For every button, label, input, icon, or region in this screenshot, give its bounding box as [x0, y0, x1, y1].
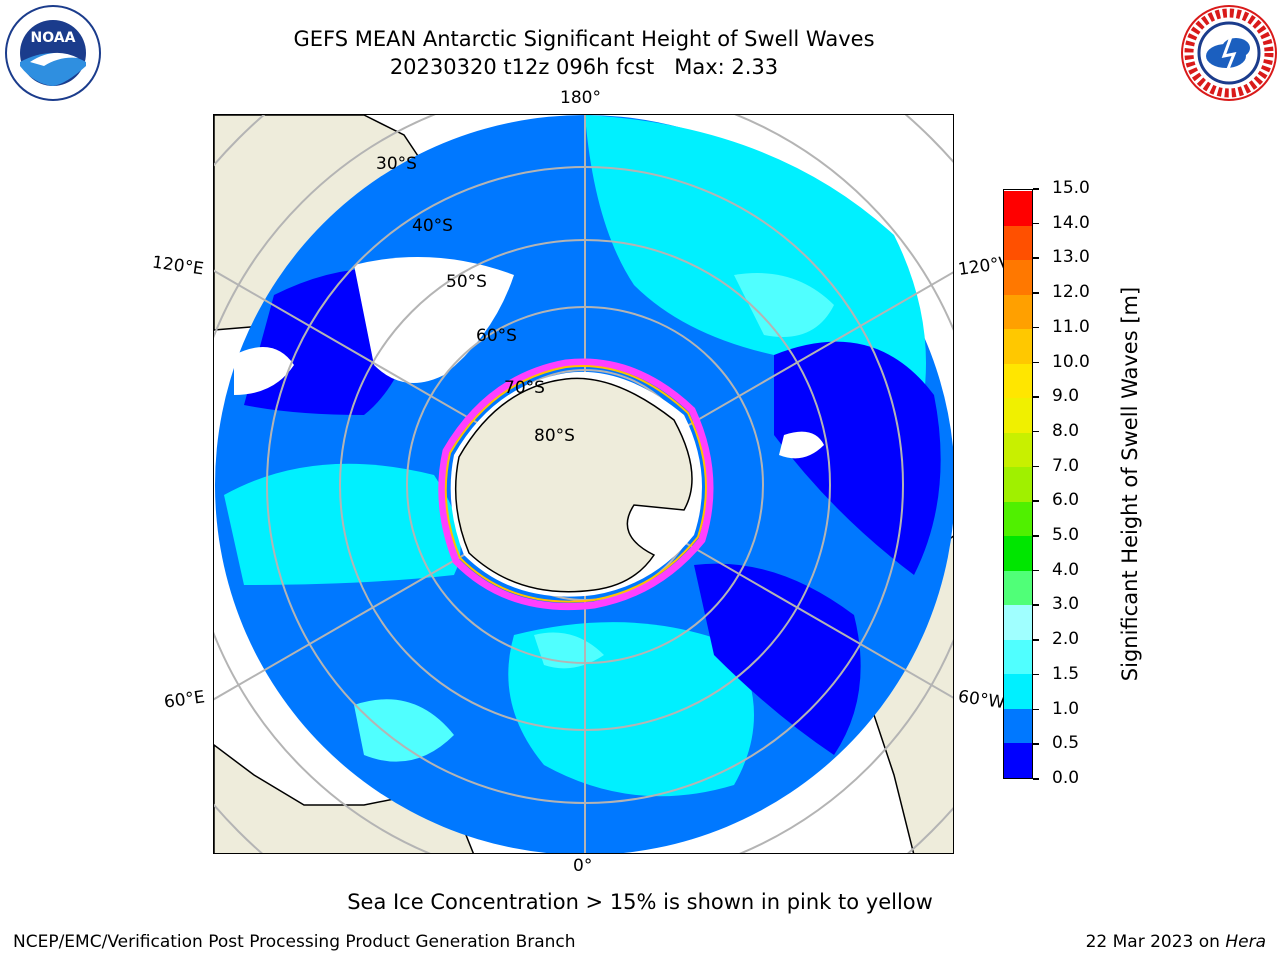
latitude-labels: 30°S 40°S 50°S 60°S 70°S 80°S	[376, 154, 575, 446]
lon-label-180: 180°	[560, 88, 601, 108]
colorbar-tick-label: 6.0	[1032, 490, 1079, 510]
colorbar-segment	[1004, 225, 1032, 261]
colorbar-tick-label: 0.5	[1032, 733, 1079, 753]
sea-ice-fringe-yellow	[444, 365, 707, 603]
colorbar-segment	[1004, 742, 1032, 778]
nws-logo	[1180, 4, 1278, 102]
colorbar-label: Significant Height of Swell Waves [m]	[1118, 286, 1142, 682]
colorbar-segment	[1004, 432, 1032, 468]
colorbar-segment	[1004, 363, 1032, 399]
colorbar-segment	[1004, 535, 1032, 571]
svg-text:NOAA: NOAA	[31, 30, 76, 46]
colorbar-segment	[1004, 190, 1032, 226]
footer-credit: NCEP/EMC/Verification Post Processing Pr…	[13, 932, 576, 952]
colorbar-tick-label: 2.0	[1032, 629, 1079, 649]
lon-label-60e: 60°E	[162, 687, 207, 713]
colorbar-segment	[1004, 294, 1032, 330]
lon-label-0: 0°	[573, 856, 593, 876]
colorbar-tick-label: 11.0	[1033, 317, 1090, 337]
colorbar-segment	[1004, 501, 1032, 537]
lat-label-80s: 80°S	[534, 426, 575, 446]
colorbar-tick-label: 3.0	[1032, 594, 1079, 614]
lat-label-40s: 40°S	[412, 216, 453, 236]
mask-white-1	[354, 257, 514, 383]
colorbar-segment	[1004, 328, 1032, 364]
swell-region-ltcyan-2	[354, 699, 454, 762]
colorbar-tick-label: 1.0	[1032, 699, 1079, 719]
colorbar-segment	[1004, 708, 1032, 744]
chart-subtitle: 20230320 t12z 096h fcst Max: 2.33	[389, 55, 779, 79]
swell-region-ltcyan-1	[734, 273, 834, 337]
sea-ice-note: Sea Ice Concentration > 15% is shown in …	[347, 890, 933, 914]
polar-map: 30°S 40°S 50°S 60°S 70°S 80°S	[214, 115, 953, 853]
colorbar-tick-label: 4.0	[1032, 560, 1079, 580]
lat-label-30s: 30°S	[376, 154, 417, 174]
colorbar-tick-label: 14.0	[1033, 213, 1090, 233]
colorbar-segment	[1004, 673, 1032, 709]
swell-region-blue-2	[694, 563, 861, 755]
mask-white-2	[234, 347, 294, 395]
lon-label-120e: 120°E	[150, 252, 205, 280]
colorbar-tick-label: 15.0	[1033, 178, 1090, 198]
noaa-logo: NOAA	[4, 4, 102, 102]
colorbar-tick-label: 5.0	[1032, 525, 1079, 545]
chart-title: GEFS MEAN Antarctic Significant Height o…	[293, 27, 875, 51]
colorbar-segment	[1004, 397, 1032, 433]
colorbar-tick-label: 12.0	[1033, 282, 1090, 302]
colorbar-tick-label: 7.0	[1032, 456, 1079, 476]
swell-region-cyan-1	[585, 115, 926, 395]
colorbar-segment	[1004, 259, 1032, 295]
colorbar-segment	[1004, 466, 1032, 502]
footer-machine: Hera	[1225, 932, 1266, 952]
sea-ice-fringe	[438, 358, 714, 611]
colorbar-segment	[1004, 570, 1032, 606]
colorbar	[1003, 189, 1033, 779]
lat-label-70s: 70°S	[504, 378, 545, 398]
lat-label-60s: 60°S	[476, 326, 517, 346]
land-antarctica	[454, 377, 693, 593]
lon-label-60w: 60°W	[956, 686, 1007, 714]
colorbar-tick-label: 0.0	[1032, 768, 1079, 788]
colorbar-tick-label: 10.0	[1033, 352, 1090, 372]
colorbar-tick-label: 9.0	[1032, 386, 1079, 406]
footer-date: 22 Mar 2023 on Hera	[1086, 932, 1266, 952]
footer-date-text: 22 Mar 2023 on	[1085, 932, 1220, 952]
colorbar-segment	[1004, 639, 1032, 675]
colorbar-segment	[1004, 604, 1032, 640]
lat-label-50s: 50°S	[446, 272, 487, 292]
colorbar-tick-label: 8.0	[1032, 421, 1079, 441]
colorbar-tick-label: 13.0	[1033, 247, 1090, 267]
map-panel: 30°S 40°S 50°S 60°S 70°S 80°S	[213, 114, 954, 854]
colorbar-tick-label: 1.5	[1032, 664, 1079, 684]
mask-white-3	[779, 431, 824, 459]
